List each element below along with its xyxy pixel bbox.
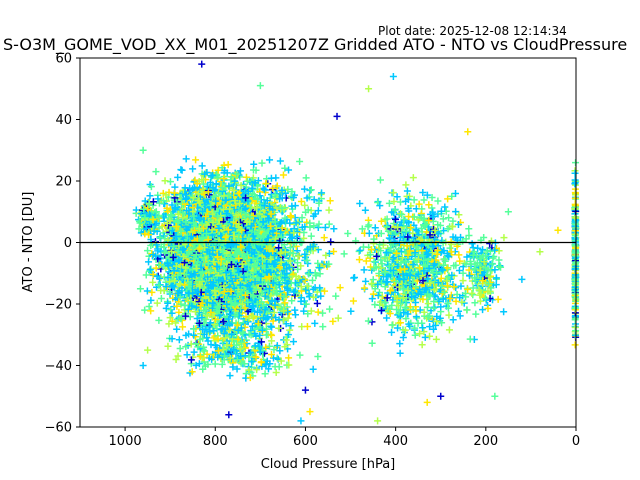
scatter-point xyxy=(145,303,153,311)
scatter-point xyxy=(258,159,266,167)
scatter-point xyxy=(329,317,337,325)
plot-date: Plot date: 2025-12-08 12:14:34 xyxy=(378,24,567,38)
scatter-point xyxy=(325,206,333,214)
scatter-point xyxy=(303,322,311,330)
scatter-point xyxy=(302,174,310,182)
scatter-point xyxy=(145,258,153,266)
scatter-point xyxy=(174,173,182,181)
scatter-point xyxy=(266,156,274,164)
scatter-point xyxy=(321,223,329,231)
scatter-point xyxy=(332,292,340,300)
scatter-point xyxy=(321,287,329,295)
scatter-point xyxy=(300,228,308,236)
scatter-point xyxy=(320,234,328,242)
scatter-point xyxy=(143,287,151,295)
scatter-point xyxy=(314,353,322,361)
scatter-point xyxy=(330,225,338,233)
scatter-point xyxy=(319,323,327,331)
scatter-point xyxy=(161,177,169,185)
scatter-point xyxy=(317,292,325,300)
scatter-point xyxy=(309,365,317,373)
scatter-point xyxy=(311,319,319,327)
scatter-point xyxy=(159,229,167,237)
scatter-point xyxy=(309,276,317,284)
scatter-point xyxy=(326,305,334,313)
scatter-point xyxy=(166,178,174,186)
scatter-point xyxy=(155,316,163,324)
scatter-point xyxy=(291,311,299,319)
scatter-point xyxy=(175,308,183,316)
scatter-point xyxy=(177,166,185,174)
scatter-point xyxy=(136,285,144,293)
scatter-point xyxy=(325,220,333,228)
scatter-point xyxy=(147,296,155,304)
scatter-point xyxy=(336,284,344,292)
scatter-points xyxy=(132,60,580,425)
scatter-point xyxy=(148,288,156,296)
scatter-point xyxy=(224,161,232,169)
scatter-point xyxy=(147,307,155,315)
scatter-point xyxy=(305,270,313,278)
scatter-point xyxy=(319,309,327,317)
scatter-point xyxy=(301,201,309,209)
scatter-point xyxy=(297,197,305,205)
scatter-point xyxy=(164,299,172,307)
scatter-point xyxy=(146,192,154,200)
scatter-point xyxy=(296,158,304,166)
scatter-point xyxy=(301,185,309,193)
scatter-point xyxy=(250,160,258,168)
scatter-point xyxy=(181,302,189,310)
scatter-point xyxy=(175,336,183,344)
scatter-point xyxy=(267,174,275,182)
scatter-point xyxy=(153,299,161,307)
scatter-point xyxy=(340,250,348,258)
scatter-point xyxy=(307,232,315,240)
scatter-point xyxy=(327,238,335,246)
scatter-point xyxy=(198,162,206,170)
scatter-point xyxy=(315,220,323,228)
scatter-point xyxy=(171,183,179,191)
scatter-point xyxy=(318,189,326,197)
scatter-point xyxy=(352,237,360,245)
scatter-point xyxy=(157,295,165,303)
scatter-point xyxy=(189,165,197,173)
scatter-point xyxy=(334,314,342,322)
scatter-point xyxy=(307,186,315,194)
scatter-point xyxy=(313,300,321,308)
scatter-point xyxy=(141,306,149,314)
scatter-point xyxy=(162,304,170,312)
scatter-point xyxy=(326,197,334,205)
scatter-point xyxy=(344,229,352,237)
scatter-point xyxy=(192,156,200,164)
scatter-point xyxy=(276,157,284,165)
scatter-point xyxy=(314,308,322,316)
scatter-point xyxy=(279,171,287,179)
scatter-point xyxy=(242,173,250,181)
chart-title: S-O3M_GOME_VOD_XX_M01_20251207Z Gridded … xyxy=(3,35,628,54)
